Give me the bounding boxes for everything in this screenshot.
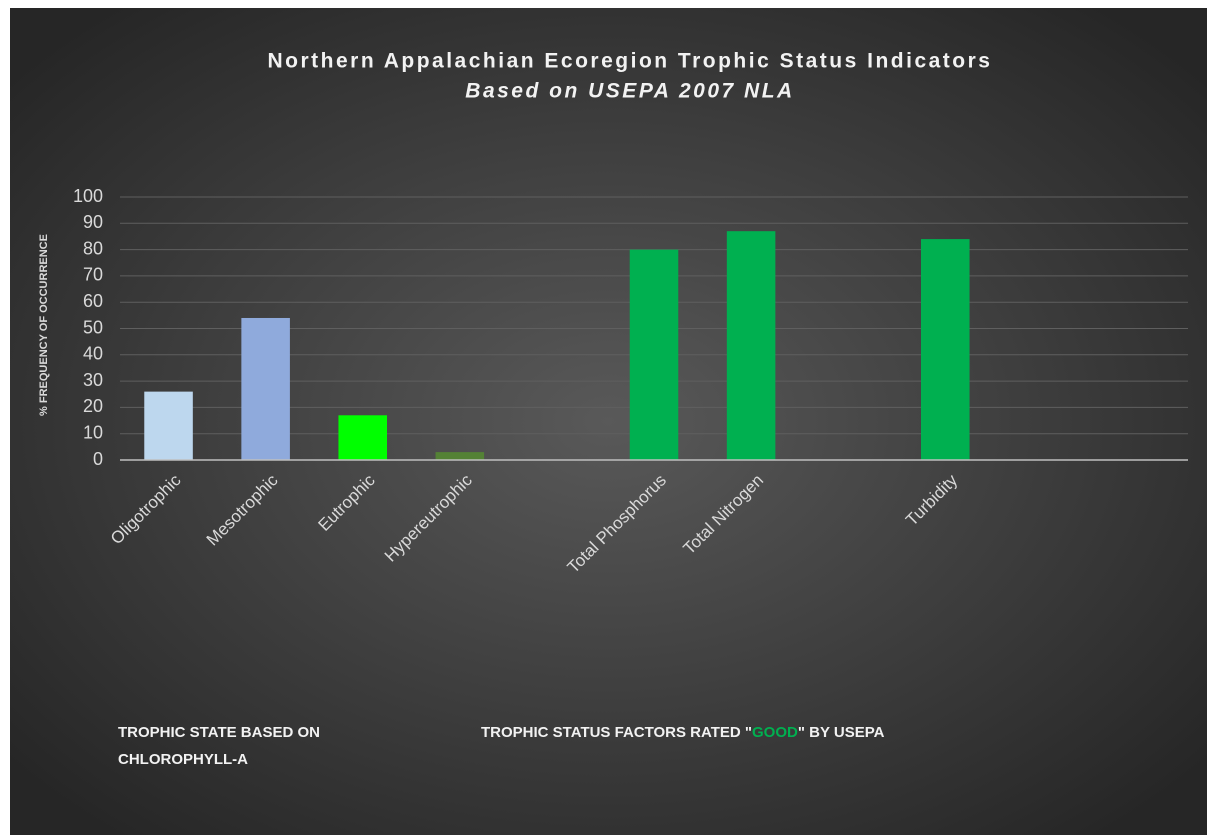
annotation: TROPHIC STATE BASED ON [118, 724, 320, 741]
bar [629, 249, 679, 460]
bar [241, 317, 290, 460]
annotation-part: TROPHIC STATUS FACTORS RATED " [481, 724, 752, 741]
y-tick-label: 40 [83, 344, 103, 364]
bar [338, 415, 387, 460]
y-tick-label: 50 [83, 317, 103, 337]
bar [435, 452, 485, 460]
chart-background [10, 8, 1207, 835]
annotation: TROPHIC STATUS FACTORS RATED "GOOD" BY U… [481, 724, 885, 741]
y-tick-label: 80 [83, 238, 103, 258]
y-tick-label: 60 [83, 291, 103, 311]
annotation-part: GOOD [752, 724, 798, 741]
y-tick-label: 100 [73, 186, 103, 206]
y-tick-label: 70 [83, 265, 103, 285]
y-tick-label: 20 [83, 396, 103, 416]
annotation: CHLOROPHYLL-A [118, 751, 248, 768]
y-tick-label: 90 [83, 212, 103, 232]
bar [921, 239, 970, 460]
bar [144, 391, 193, 460]
bar [726, 231, 776, 460]
y-tick-label: 0 [93, 449, 103, 469]
annotation-part: " BY USEPA [798, 724, 885, 741]
y-tick-label: 10 [83, 422, 103, 442]
chart-subtitle: Based on USEPA 2007 NLA [465, 80, 794, 103]
chart-title: Northern Appalachian Ecoregion Trophic S… [268, 50, 993, 73]
y-tick-label: 30 [83, 370, 103, 390]
y-axis-label: % FREQUENCY OF OCCURRENCE [38, 234, 50, 416]
